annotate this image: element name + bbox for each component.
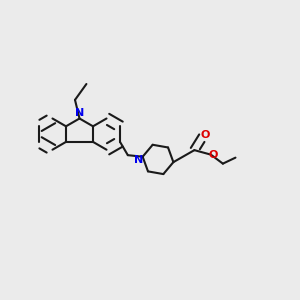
Text: O: O bbox=[208, 150, 218, 160]
Text: N: N bbox=[134, 155, 143, 165]
Text: O: O bbox=[200, 130, 210, 140]
Text: N: N bbox=[75, 108, 84, 118]
